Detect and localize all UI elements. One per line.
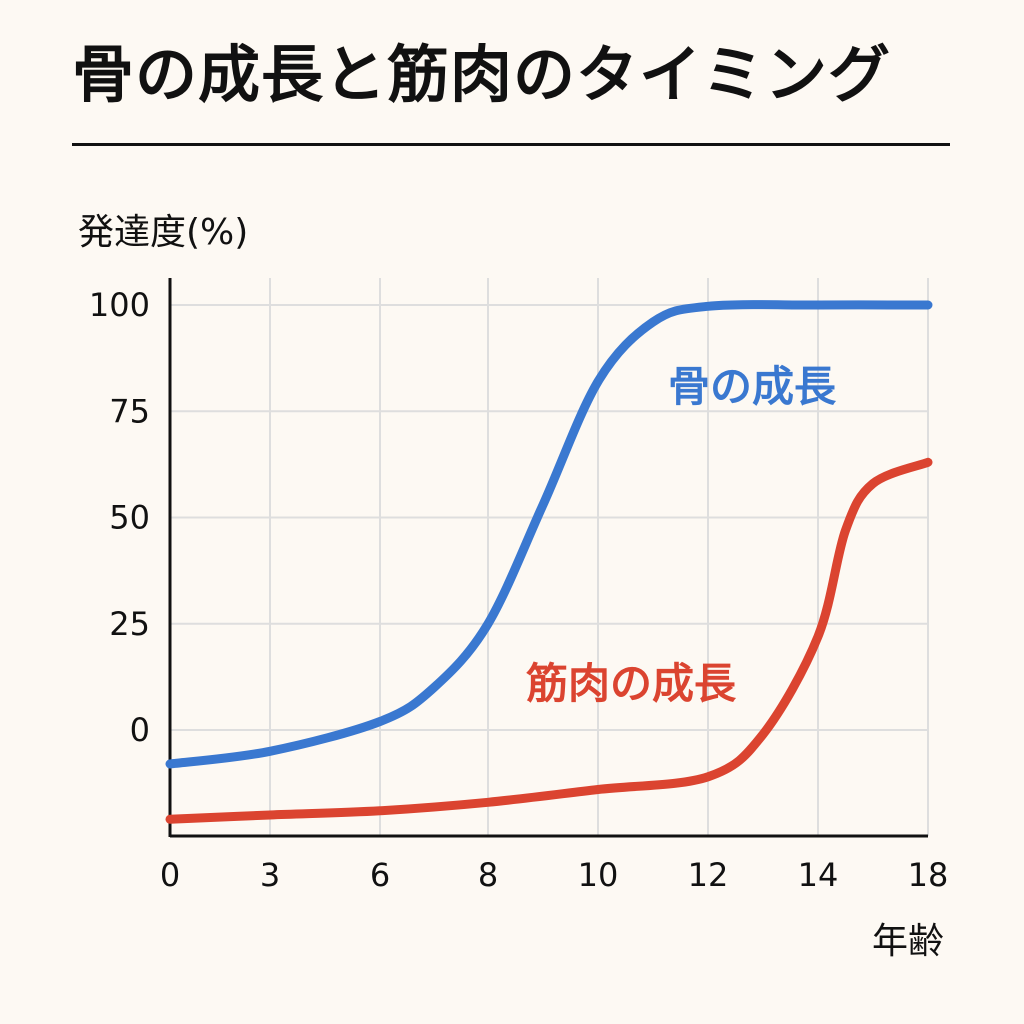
- x-axis-title: 年齢: [872, 921, 944, 962]
- series-lines: [165, 300, 933, 824]
- muscle-growth-label: 筋肉の成長: [526, 659, 737, 708]
- title-divider: [72, 143, 950, 146]
- muscle-growth-line: [165, 457, 933, 824]
- x-tick-label: 18: [908, 856, 949, 894]
- chart-title: 骨の成長と筋肉のタイミング: [72, 38, 892, 111]
- y-tick-label: 25: [109, 605, 150, 643]
- x-tick-label: 10: [578, 856, 619, 894]
- y-tick-label: 100: [89, 286, 150, 324]
- x-tick-label: 3: [260, 856, 280, 894]
- bone-growth-line: [165, 300, 933, 769]
- grid: [170, 278, 929, 836]
- x-tick-label: 8: [478, 856, 498, 894]
- x-tick-label: 14: [798, 856, 839, 894]
- y-tick-labels: 0 25 50 75 100: [89, 286, 150, 749]
- y-tick-label: 0: [130, 711, 150, 749]
- x-tick-label: 6: [370, 856, 390, 894]
- y-tick-label: 75: [109, 392, 150, 430]
- bone-growth-label: 骨の成長: [668, 362, 837, 411]
- x-tick-label: 0: [160, 856, 180, 894]
- axes: [168, 278, 928, 838]
- y-tick-label: 50: [109, 499, 150, 537]
- x-tick-label: 12: [688, 856, 729, 894]
- x-tick-labels: 0 3 6 8 10 12 14 18: [160, 856, 949, 894]
- y-axis-title: 発達度(%): [78, 212, 248, 253]
